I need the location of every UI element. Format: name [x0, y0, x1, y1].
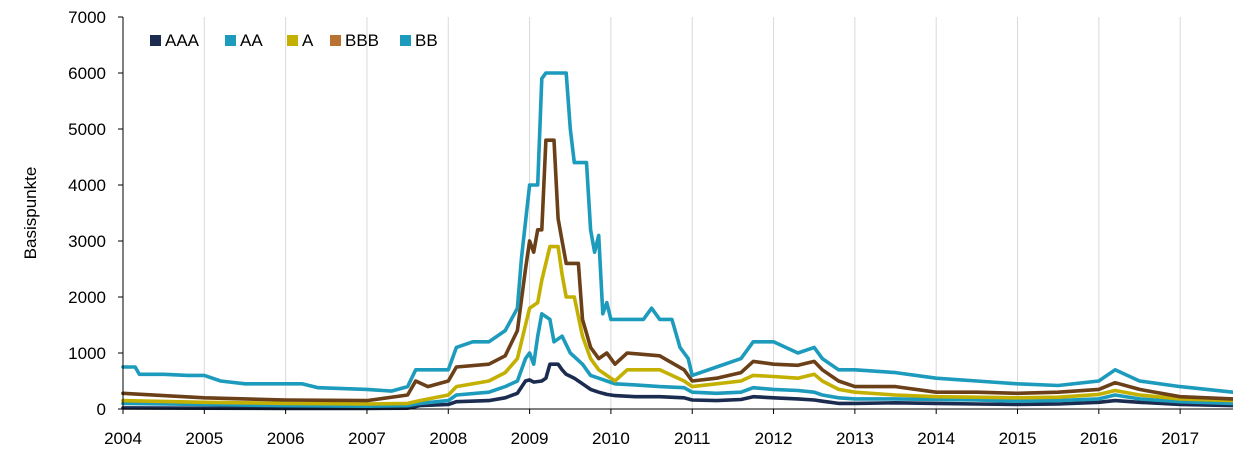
axes	[122, 17, 1233, 410]
x-tick-label: 2006	[267, 429, 305, 448]
legend-label-a: A	[302, 31, 314, 50]
series-lines	[121, 71, 1233, 411]
legend-label-bb: BB	[415, 31, 438, 50]
y-tick-label: 0	[97, 400, 106, 419]
y-tick-label: 1000	[68, 344, 106, 363]
x-tick-label: 2015	[999, 429, 1037, 448]
x-tick-label: 2012	[755, 429, 793, 448]
series-line-bb	[121, 71, 1233, 394]
y-tick-label: 5000	[68, 120, 106, 139]
legend-label-bbb: BBB	[345, 31, 379, 50]
x-tick-label: 2014	[917, 429, 955, 448]
x-tick-label: 2008	[429, 429, 467, 448]
x-tick-label: 2004	[104, 429, 142, 448]
x-tick-labels: 2004 2005 2006 2007 2008 2009 2010 2011 2012 2013…	[104, 409, 1199, 448]
y-tick-label: 6000	[68, 64, 106, 83]
series-line-aaa	[121, 362, 1233, 411]
y-tick-label: 4000	[68, 176, 106, 195]
legend-label-aa: AA	[240, 31, 263, 50]
x-tick-label: 2017	[1161, 429, 1199, 448]
y-tick-label: 7000	[68, 8, 106, 27]
y-tick-label: 2000	[68, 288, 106, 307]
legend-swatch-aaa	[150, 35, 161, 46]
y-axis-label: Basispunkte	[21, 167, 40, 260]
legend-swatch-bbb	[330, 35, 341, 46]
grid	[203, 17, 1181, 409]
x-tick-label: 2010	[592, 429, 630, 448]
y-tick-label: 3000	[68, 232, 106, 251]
x-tick-label: 2005	[185, 429, 223, 448]
legend: AAA AA A BBB BB	[150, 31, 438, 50]
y-tick-labels: 0 1000 2000 3000 4000 5000 6000 7000	[68, 8, 123, 419]
x-tick-label: 2009	[511, 429, 549, 448]
x-tick-label: 2016	[1080, 429, 1118, 448]
x-tick-label: 2013	[836, 429, 874, 448]
legend-swatch-aa	[225, 35, 236, 46]
legend-swatch-bb	[400, 35, 411, 46]
series-line-aa	[121, 312, 1233, 408]
legend-swatch-a	[287, 35, 298, 46]
series-line-a	[121, 244, 1233, 406]
x-tick-label: 2007	[348, 429, 386, 448]
series-line-bbb	[121, 138, 1233, 403]
legend-label-aaa: AAA	[165, 31, 200, 50]
x-tick-label: 2011	[674, 429, 711, 448]
